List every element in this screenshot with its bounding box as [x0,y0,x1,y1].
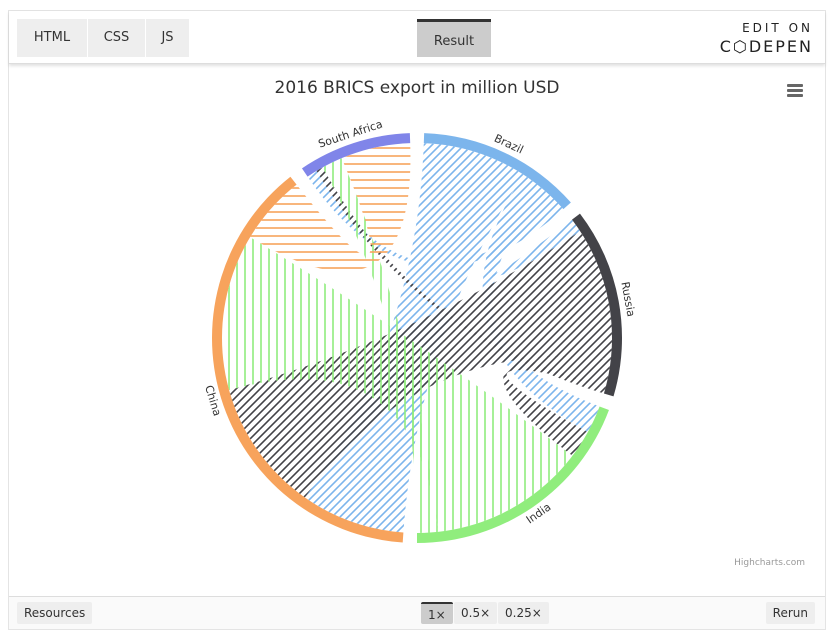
embed-footer: Resources 1× 0.5× 0.25× Rerun [9,596,825,629]
resources-button[interactable]: Resources [17,602,93,624]
codepen-logo: C⬡DEPEN [719,37,813,56]
rerun-button[interactable]: Rerun [765,602,815,624]
node-russia[interactable] [572,213,623,397]
tab-result[interactable]: Result [417,19,491,57]
node-brazil[interactable] [423,133,571,210]
node-label: Russia [618,281,637,318]
chart-menu-button[interactable] [787,84,803,99]
tab-css[interactable]: CSS [88,19,145,57]
node-south-africa[interactable] [301,133,411,177]
link-india-china[interactable] [222,237,573,532]
chart-title: 2016 BRICS export in million USD [274,78,560,98]
editor-toolbar: HTML CSS JS Result EDIT ON C⬡DEPEN [9,11,825,64]
link-brazil-russia[interactable] [489,191,581,277]
chart-container: 2016 BRICS export in million USD Brazil R… [9,64,825,598]
codepen-embed: HTML CSS JS Result EDIT ON C⬡DEPEN 2016 … [8,10,826,630]
edit-on-codepen-link[interactable]: EDIT ON C⬡DEPEN [720,21,813,56]
zoom-0.25x-button[interactable]: 0.25× [498,602,549,624]
edit-on-label: EDIT ON [742,21,813,35]
tab-js[interactable]: JS [146,19,189,57]
tab-html[interactable]: HTML [17,19,87,57]
node-india[interactable] [417,406,609,543]
zoom-1x-button[interactable]: 1× [421,602,453,624]
highcharts-credit[interactable]: Highcharts.com [734,558,805,568]
zoom-0.5x-button[interactable]: 0.5× [454,602,498,624]
link-india-south-africa[interactable] [322,158,439,534]
link-china-south-africa[interactable] [250,143,411,272]
